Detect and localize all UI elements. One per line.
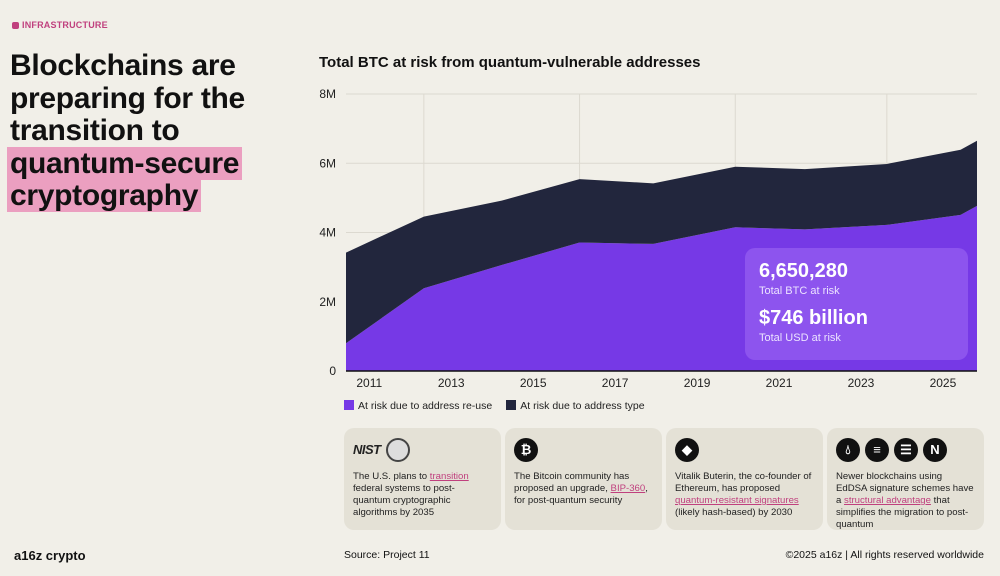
headline: Blockchains are preparing for the transi… [7,49,310,213]
near-icon: N [923,438,947,462]
card-bitcoin: ₿ The Bitcoin community has proposed an … [505,428,662,530]
usd-total: $746 billion [759,307,868,329]
x-tick-label: 2023 [848,376,875,390]
x-tick-label: 2017 [602,376,629,390]
legend-item-type: At risk due to address type [506,400,645,412]
copyright: ©2025 a16z | All rights reserved worldwi… [785,549,984,561]
transition-link[interactable]: transition [429,471,469,482]
y-tick-label: 8M [319,87,336,101]
y-tick-label: 0 [329,364,336,378]
chart-title: Total BTC at risk from quantum-vulnerabl… [319,54,701,71]
totals-box: 6,650,280 Total BTC at risk $746 billion… [745,248,968,360]
legend: At risk due to address re-use At risk du… [344,400,645,412]
quantum-signatures-link[interactable]: quantum-resistant signatures [675,495,799,506]
card-eddsa: 💧︎ ≡ ☰ N Newer blockchains using EdDSA sign… [827,428,984,530]
y-tick-label: 4M [319,226,336,240]
card-ethereum: ◆ Vitalik Buterin, the co-founder of Eth… [666,428,823,530]
x-tick-label: 2015 [520,376,547,390]
y-tick-label: 6M [319,156,336,170]
legend-item-reuse: At risk due to address re-use [344,400,492,412]
algorand-icon: ≡ [865,438,889,462]
bip360-link[interactable]: BIP-360 [610,483,646,494]
bitcoin-icon: ₿ [514,438,538,462]
structural-advantage-link[interactable]: structural advantage [844,495,931,506]
x-tick-label: 2021 [766,376,793,390]
solana-icon: ☰ [894,438,918,462]
x-tick-label: 2013 [438,376,465,390]
nist-logo: NIST [353,442,381,457]
btc-total: 6,650,280 [759,260,848,282]
x-tick-label: 2011 [356,376,382,390]
y-tick-label: 2M [319,295,336,309]
cards: NIST The U.S. plans to transition federa… [344,428,984,530]
a16z-crypto-logo: a16z crypto [14,548,86,563]
category-tag: INFRASTRUCTURE [12,20,108,30]
x-tick-label: 2019 [684,376,711,390]
nist-seal-icon [385,438,410,462]
card-nist: NIST The U.S. plans to transition federa… [344,428,501,530]
source-note: Source: Project 11 [344,549,430,561]
btc-total-label: Total BTC at risk [759,285,840,297]
area-series-address-type [346,140,977,344]
sui-icon: 💧︎ [836,438,860,462]
usd-total-label: Total USD at risk [759,332,841,344]
x-tick-label: 2025 [930,376,957,390]
tag-square-icon [12,21,19,29]
ethereum-icon: ◆ [675,438,699,462]
